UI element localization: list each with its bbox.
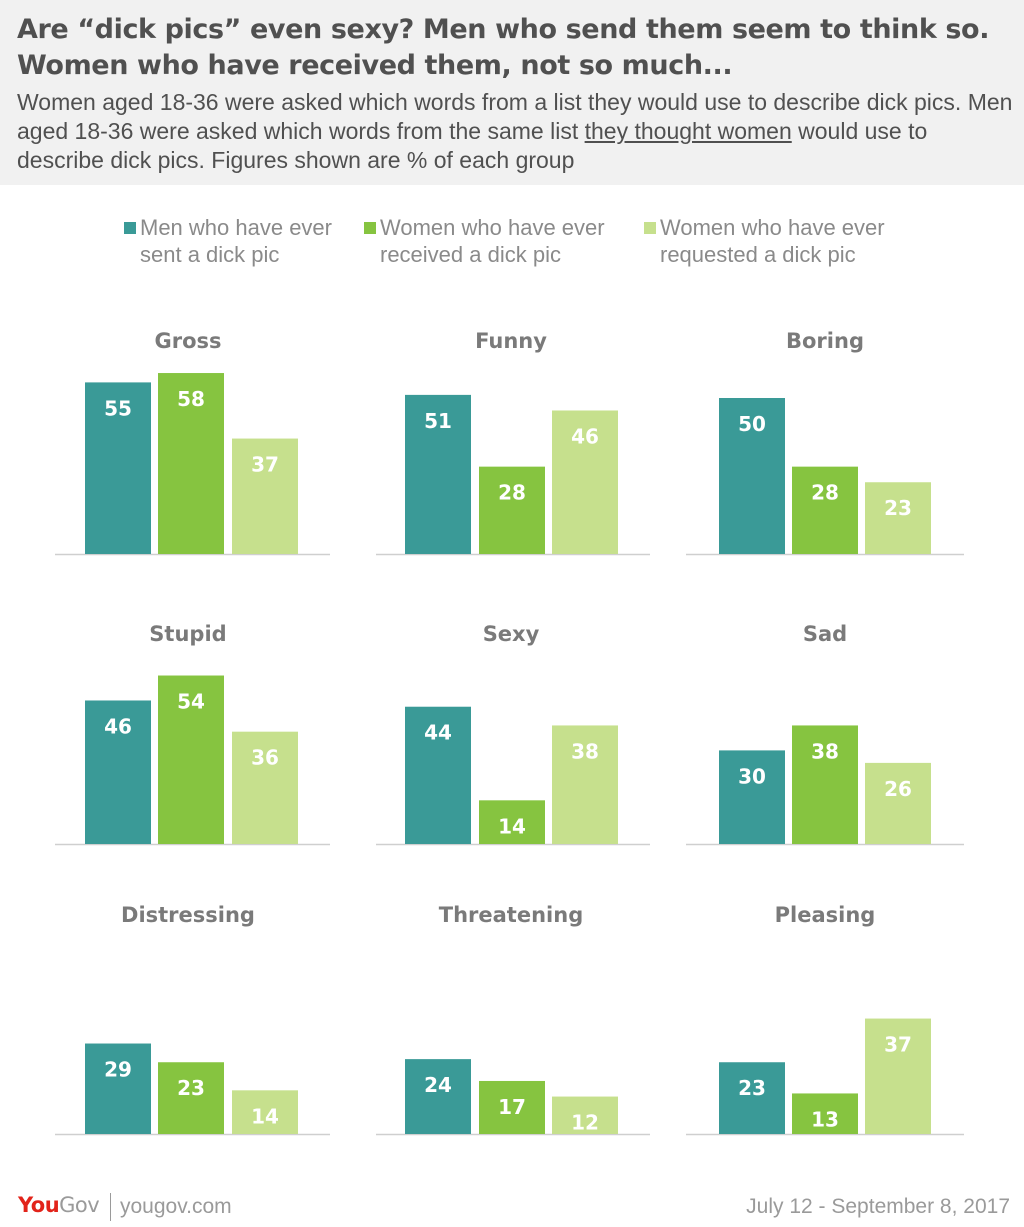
legend-label-women-received: Women who have ever received a dick pic bbox=[380, 214, 605, 268]
bar-women-who-have-ever-received-a-dick-pic bbox=[158, 675, 224, 844]
panel-title: Funny bbox=[475, 329, 547, 353]
bar-value-label: 23 bbox=[177, 1076, 205, 1100]
bar-women-who-have-ever-received-a-dick-pic bbox=[158, 1062, 224, 1134]
bar-value-label: 17 bbox=[498, 1095, 526, 1119]
bar-women-who-have-ever-received-a-dick-pic bbox=[479, 466, 545, 554]
panel-distressing: Distressing 29 23 14 bbox=[55, 903, 330, 1136]
legend-line2: sent a dick pic bbox=[140, 242, 280, 267]
bar-women-who-have-ever-received-a-dick-pic bbox=[158, 373, 224, 554]
legend-line1: Women who have ever bbox=[380, 215, 605, 240]
bar-women-who-have-ever-requested-a-dick-pic bbox=[232, 731, 298, 844]
panel-title: Gross bbox=[154, 329, 221, 353]
bar-men-who-have-ever-sent-a-dick-pic bbox=[405, 706, 471, 844]
bar-women-who-have-ever-requested-a-dick-pic bbox=[865, 762, 931, 844]
subtitle-part2: would use to describe dick pics. Figures… bbox=[17, 118, 928, 173]
bar-women-who-have-ever-requested-a-dick-pic bbox=[232, 438, 298, 554]
bar-women-who-have-ever-requested-a-dick-pic bbox=[552, 725, 618, 844]
panel-title: Boring bbox=[786, 329, 864, 353]
legend-swatch-women-requested bbox=[644, 222, 656, 234]
bar-value-label: 30 bbox=[738, 764, 766, 788]
bar-value-label: 37 bbox=[251, 453, 279, 477]
yougov-logo: YouGov bbox=[18, 1193, 100, 1217]
bar-women-who-have-ever-requested-a-dick-pic bbox=[865, 482, 931, 554]
header-band: Are “dick pics” even sexy? Men who send … bbox=[0, 0, 1024, 185]
legend-line1: Men who have ever bbox=[140, 215, 332, 240]
bar-value-label: 23 bbox=[884, 496, 912, 520]
logo-you: You bbox=[18, 1193, 60, 1217]
legend-line2: received a dick pic bbox=[380, 242, 561, 267]
bar-men-who-have-ever-sent-a-dick-pic bbox=[719, 1062, 785, 1134]
legend-label-women-requested: Women who have ever requested a dick pic bbox=[660, 214, 885, 268]
bar-value-label: 37 bbox=[884, 1033, 912, 1057]
bar-value-label: 26 bbox=[884, 777, 912, 801]
panel-title: Threatening bbox=[439, 903, 583, 927]
panel-stupid: Stupid 46 54 36 bbox=[55, 622, 330, 846]
bar-women-who-have-ever-received-a-dick-pic bbox=[792, 466, 858, 554]
bar-men-who-have-ever-sent-a-dick-pic bbox=[85, 382, 151, 554]
bar-women-who-have-ever-received-a-dick-pic bbox=[479, 800, 545, 844]
bar-men-who-have-ever-sent-a-dick-pic bbox=[85, 700, 151, 844]
logo-gov: Gov bbox=[59, 1193, 100, 1217]
bar-value-label: 51 bbox=[424, 409, 452, 433]
bar-value-label: 54 bbox=[177, 690, 205, 714]
bar-value-label: 46 bbox=[571, 424, 599, 448]
panel-funny: Funny 51 28 46 bbox=[376, 329, 650, 556]
bar-women-who-have-ever-requested-a-dick-pic bbox=[232, 1090, 298, 1134]
panel-title: Sexy bbox=[483, 622, 540, 646]
legend-line1: Women who have ever bbox=[660, 215, 885, 240]
bar-value-label: 44 bbox=[424, 721, 452, 745]
bar-men-who-have-ever-sent-a-dick-pic bbox=[405, 1059, 471, 1134]
legend-swatch-women-received bbox=[364, 222, 376, 234]
legend-line2: requested a dick pic bbox=[660, 242, 856, 267]
survey-date: July 12 - September 8, 2017 bbox=[746, 1195, 1010, 1218]
panel-pleasing: Pleasing 23 13 37 bbox=[686, 903, 964, 1136]
panel-boring: Boring 50 28 23 bbox=[686, 329, 964, 556]
bar-value-label: 58 bbox=[177, 387, 205, 411]
chart-subtitle: Women aged 18-36 were asked which words … bbox=[17, 88, 1017, 175]
chart-title: Are “dick pics” even sexy? Men who send … bbox=[17, 14, 990, 81]
panel-title: Distressing bbox=[121, 903, 255, 927]
bar-women-who-have-ever-requested-a-dick-pic bbox=[865, 1018, 931, 1134]
bar-value-label: 14 bbox=[498, 814, 526, 838]
panel-title: Stupid bbox=[149, 622, 226, 646]
panel-gross: Gross 55 58 37 bbox=[55, 329, 330, 556]
bar-value-label: 36 bbox=[251, 746, 279, 770]
panel-title: Sad bbox=[803, 622, 847, 646]
subtitle-part1: Women aged 18-36 were asked which words … bbox=[17, 89, 1013, 144]
bar-women-who-have-ever-received-a-dick-pic bbox=[479, 1080, 545, 1134]
bar-women-who-have-ever-requested-a-dick-pic bbox=[552, 1096, 618, 1134]
bar-value-label: 12 bbox=[571, 1111, 599, 1135]
bar-value-label: 28 bbox=[498, 481, 526, 505]
footer-site: yougov.com bbox=[120, 1195, 232, 1218]
bar-value-label: 14 bbox=[251, 1104, 279, 1128]
panel-sexy: Sexy 44 14 38 bbox=[376, 622, 650, 846]
bar-women-who-have-ever-received-a-dick-pic bbox=[792, 725, 858, 844]
legend-swatch-men-sent bbox=[124, 222, 136, 234]
bar-value-label: 28 bbox=[811, 481, 839, 505]
bar-men-who-have-ever-sent-a-dick-pic bbox=[405, 394, 471, 554]
bar-value-label: 24 bbox=[424, 1073, 452, 1097]
bar-value-label: 38 bbox=[811, 739, 839, 763]
bar-men-who-have-ever-sent-a-dick-pic bbox=[719, 750, 785, 844]
bar-value-label: 46 bbox=[104, 714, 132, 738]
bar-men-who-have-ever-sent-a-dick-pic bbox=[719, 398, 785, 554]
bar-value-label: 55 bbox=[104, 396, 132, 420]
subtitle-underlined: they thought women bbox=[584, 118, 792, 144]
panel-sad: Sad 30 38 26 bbox=[686, 622, 964, 846]
panel-title: Pleasing bbox=[775, 903, 876, 927]
footer-divider bbox=[110, 1193, 111, 1221]
legend-label-men-sent: Men who have ever sent a dick pic bbox=[140, 214, 332, 268]
bar-women-who-have-ever-received-a-dick-pic bbox=[792, 1093, 858, 1134]
bar-value-label: 38 bbox=[571, 739, 599, 763]
bar-men-who-have-ever-sent-a-dick-pic bbox=[85, 1043, 151, 1134]
bar-value-label: 13 bbox=[811, 1107, 839, 1131]
bar-value-label: 29 bbox=[104, 1058, 132, 1082]
bar-value-label: 23 bbox=[738, 1076, 766, 1100]
bar-women-who-have-ever-requested-a-dick-pic bbox=[552, 410, 618, 554]
panel-threatening: Threatening 24 17 12 bbox=[376, 903, 650, 1136]
bar-value-label: 50 bbox=[738, 412, 766, 436]
